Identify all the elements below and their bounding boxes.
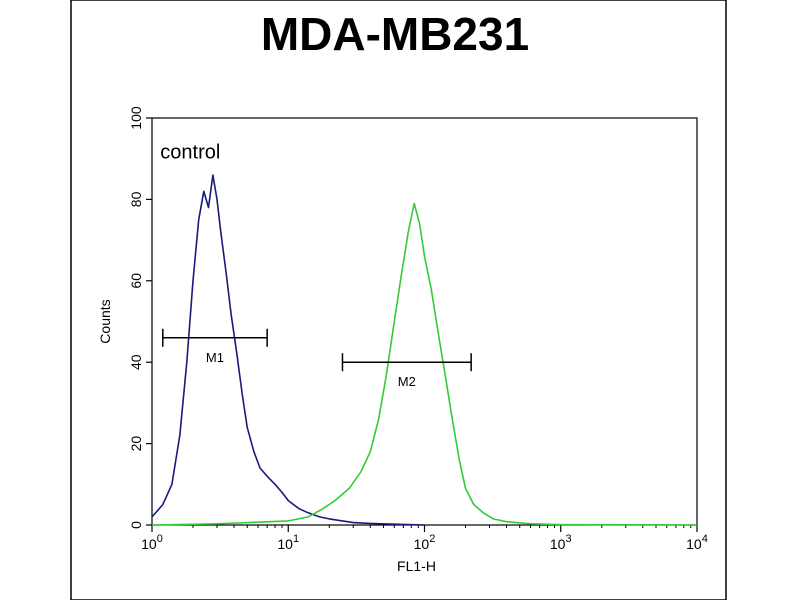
series-group: [151, 174, 698, 526]
series-line-2: [151, 202, 698, 526]
y-tick-label: 100: [128, 106, 144, 130]
markers-group: M1 M2: [162, 328, 472, 389]
x-tick-label: 100: [141, 533, 163, 552]
x-tick-label: 103: [550, 533, 572, 552]
gate-marker-m1: M1: [162, 328, 268, 365]
y-tick-label: 40: [128, 354, 144, 370]
y-axis-ticks: 0 20 40 60 80 100: [128, 106, 152, 529]
gate-label-m1: M1: [206, 350, 224, 365]
y-tick-label: 80: [128, 191, 144, 207]
series-line-1: [151, 174, 425, 526]
x-tick-label: 102: [414, 533, 436, 552]
y-axis-label: Counts: [97, 299, 113, 343]
control-annotation: control: [160, 142, 220, 164]
chart-title: MDA-MB231: [261, 8, 529, 60]
y-tick-label: 60: [128, 273, 144, 289]
x-tick-label: 101: [277, 533, 299, 552]
figure-border: [70, 0, 727, 601]
gate-label-m2: M2: [398, 374, 416, 389]
x-tick-label: 104: [686, 533, 708, 552]
gate-marker-m2: M2: [341, 353, 472, 389]
y-tick-label: 0: [128, 521, 144, 529]
x-axis-ticks: 100 101 102 103 104: [141, 525, 708, 552]
y-tick-label: 20: [128, 436, 144, 452]
x-axis-label: FL1-H: [397, 558, 436, 574]
